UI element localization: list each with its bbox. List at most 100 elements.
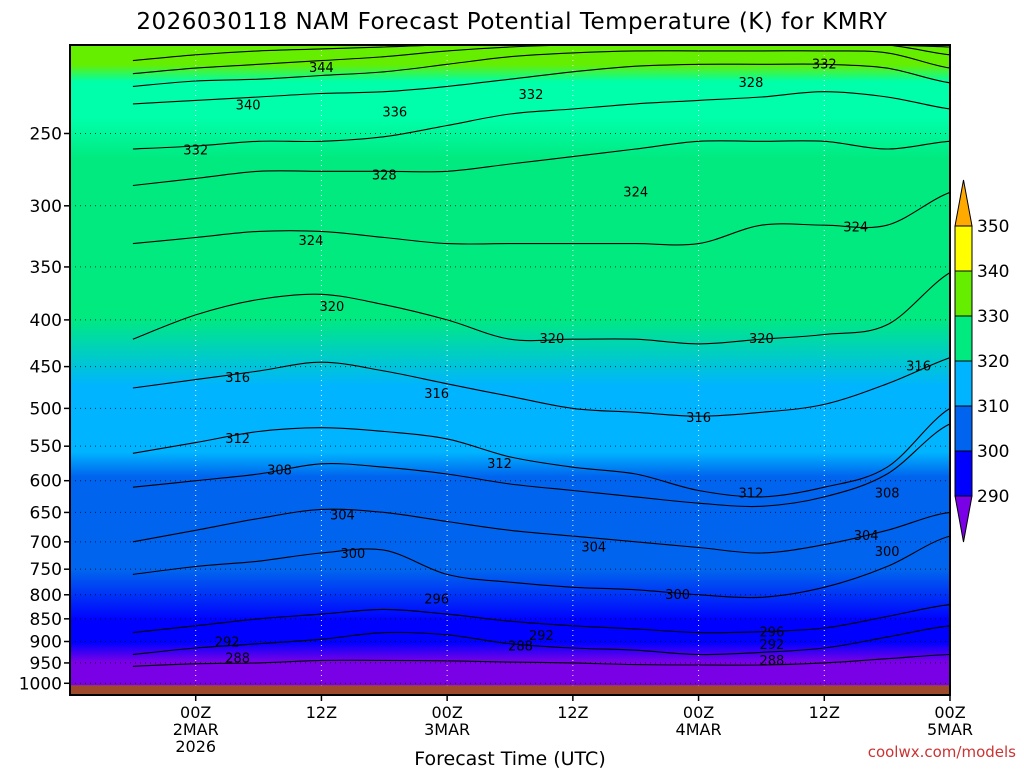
isentrope-332 bbox=[132, 91, 950, 150]
contour-label-296: 296 bbox=[759, 626, 784, 641]
isentrope-308 bbox=[132, 423, 950, 508]
colorbar-band-300 bbox=[954, 405, 973, 452]
isentrope-320 bbox=[132, 271, 950, 345]
plot-frame bbox=[69, 44, 951, 696]
colorbar-tick-300: 300 bbox=[977, 442, 1009, 462]
isentrope-336 bbox=[132, 63, 950, 105]
colorbar-tick-340: 340 bbox=[977, 262, 1009, 282]
contour-label-320: 320 bbox=[749, 332, 774, 347]
contour-label-324: 324 bbox=[299, 234, 324, 249]
colorbar-band-320 bbox=[954, 315, 973, 362]
isentrope-288 bbox=[132, 653, 950, 667]
x-tick-label-72-1: 5MAR bbox=[927, 720, 973, 739]
contour-label-332: 332 bbox=[812, 57, 837, 72]
y-tick-label-950: 950 bbox=[30, 654, 62, 674]
isentrope-344 bbox=[132, 45, 950, 75]
contour-label-308: 308 bbox=[267, 464, 292, 479]
y-tick-label-750: 750 bbox=[30, 560, 62, 580]
y-tick-label-350: 350 bbox=[30, 258, 62, 278]
y-tick-label-650: 650 bbox=[30, 503, 62, 523]
contour-label-312: 312 bbox=[739, 487, 764, 502]
contour-label-324: 324 bbox=[843, 221, 868, 236]
colorbar-legend: 290 300 310 320 330 340 350 bbox=[954, 179, 1009, 543]
contour-label-288: 288 bbox=[508, 640, 533, 655]
contour-label-328: 328 bbox=[739, 76, 764, 91]
isentrope-304 bbox=[132, 508, 950, 554]
contour-label-344: 344 bbox=[309, 61, 334, 76]
y-tick-label-300: 300 bbox=[30, 197, 62, 217]
x-tick-label-60-0: 12Z bbox=[809, 703, 840, 722]
colorbar-band-350 bbox=[954, 179, 973, 227]
x-tick-label-36-0: 12Z bbox=[557, 703, 588, 722]
y-tick-label-850: 850 bbox=[30, 610, 62, 630]
x-tick-label-48-0: 00Z bbox=[683, 703, 714, 722]
y-tick-label-500: 500 bbox=[30, 399, 62, 419]
isentrope-316 bbox=[132, 357, 950, 417]
contour-label-316: 316 bbox=[225, 371, 250, 386]
isentrope-348 bbox=[132, 45, 950, 62]
isentrope-contours bbox=[132, 45, 950, 667]
isentrope-328 bbox=[132, 140, 950, 187]
contour-label-324: 324 bbox=[623, 185, 648, 200]
contour-label-296: 296 bbox=[424, 593, 449, 608]
contour-label-288: 288 bbox=[225, 652, 250, 667]
contour-label-320: 320 bbox=[319, 300, 344, 315]
x-tick-label-24-0: 00Z bbox=[431, 703, 462, 722]
contour-label-312: 312 bbox=[225, 432, 250, 447]
y-tick-label-900: 900 bbox=[30, 632, 62, 652]
contour-label-300: 300 bbox=[340, 547, 365, 562]
isentrope-300 bbox=[132, 535, 950, 599]
y-tick-label-250: 250 bbox=[30, 124, 62, 144]
chart-title: 2026030118 NAM Forecast Potential Temper… bbox=[136, 9, 888, 35]
colorbar-band-310 bbox=[954, 360, 973, 407]
colorbar-tick-320: 320 bbox=[977, 352, 1009, 372]
colorbar-band-290 bbox=[954, 450, 973, 497]
contour-label-332: 332 bbox=[183, 144, 208, 159]
contour-label-316: 316 bbox=[906, 360, 931, 375]
isentrope-292 bbox=[132, 625, 950, 656]
isentrope-324 bbox=[132, 191, 950, 246]
y-tick-label-800: 800 bbox=[30, 586, 62, 606]
credit-text: coolwx.com/models bbox=[868, 743, 1016, 761]
x-tick-label-24-1: 3MAR bbox=[424, 720, 470, 739]
isentrope-340 bbox=[132, 50, 950, 87]
x-tick-label-0-0: 00Z bbox=[180, 703, 211, 722]
contour-label-292: 292 bbox=[759, 638, 784, 653]
contour-label-320: 320 bbox=[539, 332, 564, 347]
contour-label-304: 304 bbox=[854, 529, 879, 544]
contour-label-312: 312 bbox=[487, 457, 512, 472]
contour-label-328: 328 bbox=[372, 169, 397, 184]
colorbar-tick-290: 290 bbox=[977, 487, 1009, 507]
y-tick-label-550: 550 bbox=[30, 437, 62, 457]
colorbar-band-330 bbox=[954, 270, 973, 317]
contour-labels: 344 340 336 332 332 332 328 328 324 324 324 320 320 3… bbox=[183, 57, 931, 668]
contour-label-308: 308 bbox=[875, 487, 900, 502]
colorbar-tick-350: 350 bbox=[977, 217, 1009, 237]
gridlines bbox=[70, 45, 950, 695]
x-tick-label-0-2: 2026 bbox=[175, 737, 216, 756]
contour-label-304: 304 bbox=[581, 540, 606, 555]
colorbar-tick-330: 330 bbox=[977, 307, 1009, 327]
y-tick-label-700: 700 bbox=[30, 533, 62, 553]
plot-area: 344 340 336 332 332 332 328 328 324 324 324 320 320 3… bbox=[70, 45, 950, 695]
x-axis-label: Forecast Time (UTC) bbox=[414, 748, 605, 768]
theta-band-fill bbox=[70, 45, 950, 695]
contour-label-300: 300 bbox=[665, 588, 690, 603]
y-tick-label-600: 600 bbox=[30, 472, 62, 492]
contour-label-304: 304 bbox=[330, 508, 355, 523]
isentrope-312 bbox=[132, 407, 950, 498]
isentrope-296 bbox=[132, 604, 950, 634]
contour-label-300: 300 bbox=[875, 545, 900, 560]
colorbar-tick-310: 310 bbox=[977, 397, 1009, 417]
y-axis-pressure: 2503003504004505005506006507007508008509… bbox=[19, 124, 70, 694]
contour-label-292: 292 bbox=[529, 629, 554, 644]
contour-label-288: 288 bbox=[759, 654, 784, 669]
y-tick-label-1000: 1000 bbox=[19, 674, 62, 694]
contour-label-340: 340 bbox=[236, 99, 261, 114]
contour-label-332: 332 bbox=[519, 88, 544, 103]
x-tick-label-0-1: 2MAR bbox=[173, 720, 219, 739]
y-tick-label-450: 450 bbox=[30, 358, 62, 378]
